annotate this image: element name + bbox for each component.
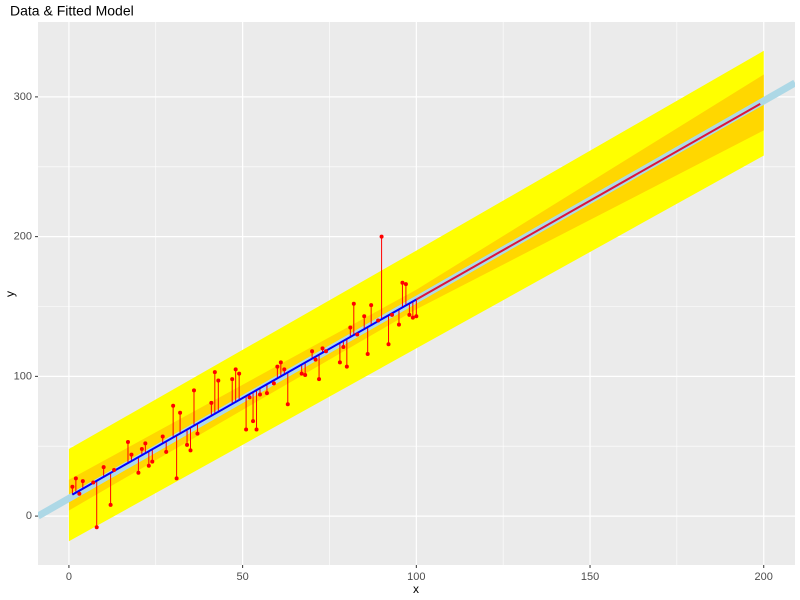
data-point	[410, 315, 415, 320]
data-point	[188, 448, 193, 453]
data-point	[348, 325, 353, 330]
data-point	[178, 410, 183, 415]
y-tick-label: 300	[14, 91, 32, 103]
data-point	[310, 349, 315, 354]
data-point	[136, 470, 141, 475]
data-point	[396, 322, 401, 327]
data-point	[143, 441, 148, 446]
data-point	[403, 282, 408, 287]
data-point	[94, 525, 99, 530]
data-point	[195, 431, 200, 436]
data-point	[344, 364, 349, 369]
data-point	[317, 377, 322, 382]
data-point	[230, 377, 235, 382]
data-point	[303, 372, 308, 377]
y-tick-label: 100	[14, 370, 32, 382]
data-point	[386, 342, 391, 347]
data-point	[341, 345, 346, 350]
data-point	[254, 427, 259, 432]
data-point	[146, 463, 151, 468]
data-point	[251, 419, 256, 424]
data-point	[125, 440, 130, 445]
data-point	[171, 403, 176, 408]
data-point	[282, 367, 287, 372]
data-point	[91, 480, 96, 485]
x-tick-label: 0	[66, 571, 72, 583]
data-point	[139, 447, 144, 452]
data-point	[233, 367, 238, 372]
x-tick-label: 50	[236, 571, 248, 583]
data-point	[337, 360, 342, 365]
data-point	[390, 312, 395, 317]
data-point	[407, 312, 412, 317]
data-point	[275, 364, 280, 369]
data-point	[285, 402, 290, 407]
data-point	[237, 371, 242, 376]
data-point	[129, 452, 134, 457]
data-point	[351, 301, 356, 306]
data-point	[101, 465, 106, 470]
data-point	[209, 400, 214, 405]
data-point	[164, 449, 169, 454]
data-point	[376, 318, 381, 323]
fitted-line	[71, 298, 417, 496]
plot-area	[38, 50, 795, 542]
data-point	[369, 303, 374, 308]
data-point	[299, 371, 304, 376]
x-axis-label: x	[413, 582, 419, 596]
data-point	[247, 395, 252, 400]
data-point	[216, 378, 221, 383]
data-point	[414, 314, 419, 319]
data-point	[257, 392, 262, 397]
data-point	[185, 442, 190, 447]
chart-title: Data & Fitted Model	[10, 3, 134, 19]
data-point	[150, 459, 155, 464]
data-point	[264, 391, 269, 396]
data-point	[400, 280, 405, 285]
x-tick-label: 200	[755, 571, 773, 583]
y-tick-label: 0	[26, 510, 32, 522]
fitted-line	[415, 103, 761, 301]
data-point	[112, 467, 117, 472]
data-point	[70, 484, 75, 489]
data-point	[320, 346, 325, 351]
data-point	[73, 476, 78, 481]
data-point	[324, 349, 329, 354]
data-point	[379, 234, 384, 239]
data-point	[160, 434, 165, 439]
y-axis-label: y	[3, 291, 17, 297]
data-point	[77, 491, 82, 496]
data-point	[271, 381, 276, 386]
data-point	[174, 476, 179, 481]
data-point	[355, 332, 360, 337]
data-point	[278, 360, 283, 365]
data-point	[191, 388, 196, 393]
data-point	[80, 479, 85, 484]
x-tick-label: 100	[407, 571, 425, 583]
data-point	[108, 502, 113, 507]
data-point	[244, 427, 249, 432]
data-point	[362, 314, 367, 319]
data-point	[313, 357, 318, 362]
data-point	[212, 370, 217, 375]
y-tick-label: 200	[14, 231, 32, 243]
data-point	[365, 352, 370, 357]
x-tick-label: 150	[581, 571, 599, 583]
